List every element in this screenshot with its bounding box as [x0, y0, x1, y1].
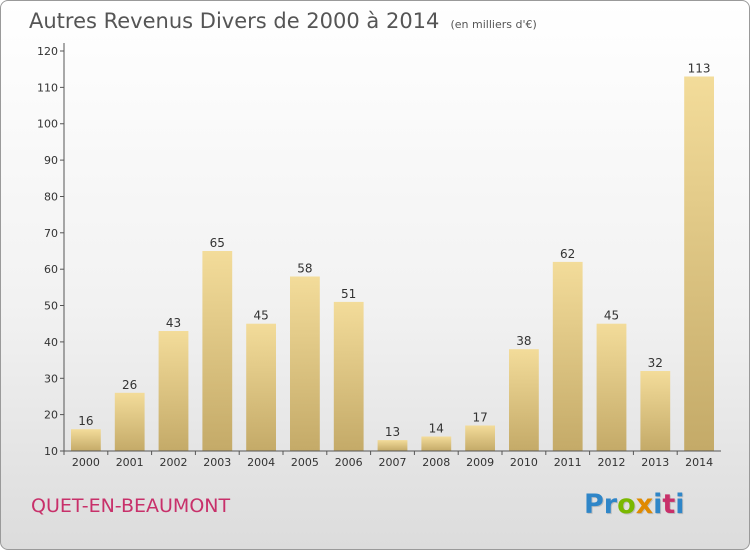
- logo-letter: i: [675, 489, 685, 520]
- bar-2006: [333, 301, 364, 451]
- bar-2011: [552, 261, 583, 451]
- y-tick-label-10: 10: [44, 445, 58, 458]
- y-tick-label-100: 100: [37, 118, 58, 131]
- data-label-2002: 43: [166, 316, 181, 330]
- y-tick-label-120: 120: [37, 45, 58, 58]
- data-label-2013: 32: [648, 356, 663, 370]
- labels-layer: 16 2000 26 2001 43 2002 65 2003 45 2004 58 2005 51 20…: [37, 45, 713, 469]
- commune-name: QUET-EN-BEAUMONT: [31, 495, 231, 517]
- x-tick-label-2013: 2013: [641, 456, 669, 469]
- bar-2009: [465, 425, 495, 451]
- data-label-2008: 14: [429, 422, 444, 436]
- proxiti-logo[interactable]: Proxiti: [584, 489, 685, 520]
- data-label-2014: 113: [688, 62, 711, 76]
- y-tick-label-50: 50: [44, 300, 58, 313]
- chart-title-line: Autres Revenus Divers de 2000 à 2014 (en…: [29, 9, 537, 33]
- data-label-2000: 16: [78, 414, 93, 428]
- bar-2004: [246, 323, 276, 451]
- data-label-2012: 45: [604, 309, 619, 323]
- x-tick-label-2002: 2002: [160, 456, 188, 469]
- x-tick-label-2006: 2006: [335, 456, 363, 469]
- y-tick-label-30: 30: [44, 372, 58, 385]
- bar-2002: [158, 331, 189, 451]
- bar-2000: [71, 429, 101, 451]
- x-tick-label-2008: 2008: [422, 456, 450, 469]
- bar-2010: [509, 349, 539, 451]
- y-tick-label-80: 80: [44, 191, 58, 204]
- data-label-2006: 51: [341, 287, 356, 301]
- logo-letter: x: [635, 489, 654, 520]
- y-tick-label-20: 20: [44, 409, 58, 422]
- logo-letter: r: [603, 489, 618, 520]
- x-tick-label-2011: 2011: [554, 456, 582, 469]
- logo-letter: P: [584, 489, 604, 520]
- x-tick-label-2000: 2000: [72, 456, 100, 469]
- chart-title: Autres Revenus Divers de 2000 à 2014: [29, 9, 440, 33]
- bar-2003: [202, 251, 233, 451]
- bar-2007: [377, 440, 408, 451]
- x-tick-label-2001: 2001: [116, 456, 144, 469]
- data-label-2003: 65: [210, 236, 225, 250]
- y-tick-label-90: 90: [44, 154, 58, 167]
- x-tick-label-2009: 2009: [466, 456, 494, 469]
- y-tick-label-70: 70: [44, 227, 58, 240]
- logo-letter: i: [653, 489, 663, 520]
- bars-layer: [71, 76, 714, 451]
- x-tick-label-2014: 2014: [685, 456, 713, 469]
- bar-2014: [684, 76, 714, 451]
- data-label-2007: 13: [385, 425, 400, 439]
- data-label-2010: 38: [516, 334, 531, 348]
- bar-2012: [596, 323, 627, 451]
- y-tick-label-60: 60: [44, 263, 58, 276]
- x-tick-label-2012: 2012: [598, 456, 626, 469]
- logo-letter: o: [617, 489, 636, 520]
- bar-2005: [290, 276, 320, 451]
- data-label-2009: 17: [472, 411, 487, 425]
- x-tick-label-2005: 2005: [291, 456, 319, 469]
- bar-2013: [640, 371, 671, 451]
- y-tick-label-110: 110: [37, 81, 58, 94]
- x-tick-label-2010: 2010: [510, 456, 538, 469]
- x-tick-label-2003: 2003: [203, 456, 231, 469]
- chart-subtitle: (en milliers d'€): [450, 18, 537, 31]
- data-label-2005: 58: [297, 262, 312, 276]
- data-label-2004: 45: [253, 309, 268, 323]
- bar-2008: [421, 436, 452, 451]
- bar-2001: [114, 392, 145, 451]
- x-tick-label-2004: 2004: [247, 456, 275, 469]
- x-tick-label-2007: 2007: [379, 456, 407, 469]
- y-tick-label-40: 40: [44, 336, 58, 349]
- data-label-2011: 62: [560, 247, 575, 261]
- data-label-2001: 26: [122, 378, 137, 392]
- logo-letter: t: [662, 489, 676, 520]
- axes-layer: [60, 43, 721, 455]
